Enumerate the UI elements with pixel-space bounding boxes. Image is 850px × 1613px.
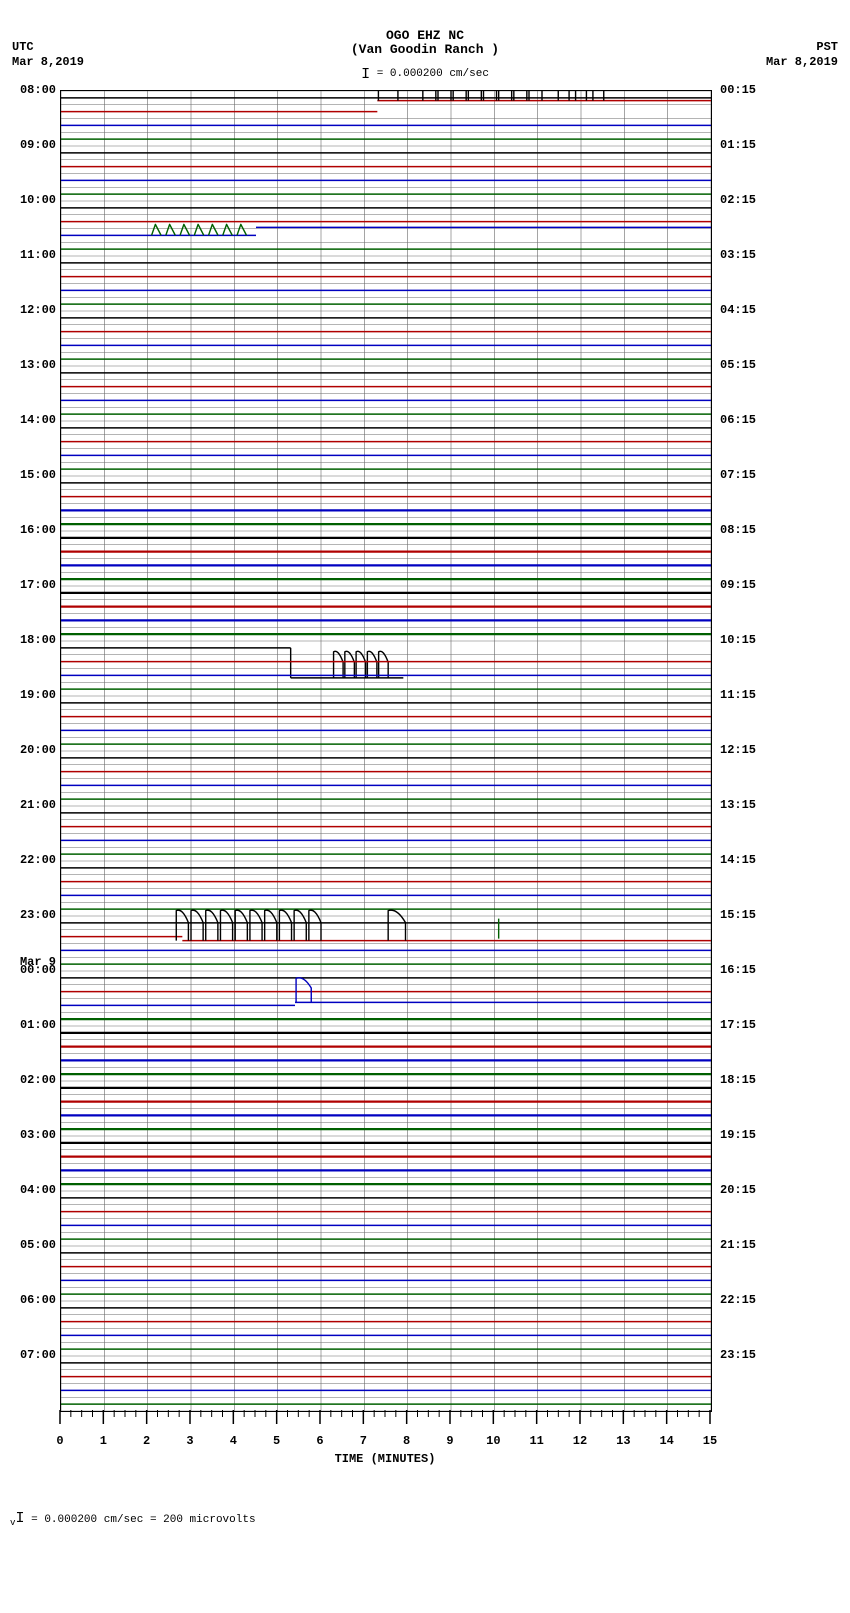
- left-time-label: 06:00: [6, 1293, 56, 1307]
- left-time-label: 09:00: [6, 138, 56, 152]
- x-axis-label: TIME (MINUTES): [60, 1452, 710, 1466]
- left-time-label: 18:00: [6, 633, 56, 647]
- left-time-label: 08:00: [6, 83, 56, 97]
- right-time-label: 16:15: [720, 963, 756, 977]
- header: OGO EHZ NC (Van Goodin Ranch ) I = 0.000…: [0, 0, 850, 80]
- helicorder-plot: [60, 90, 712, 1412]
- x-tick-label: 1: [100, 1434, 107, 1448]
- left-time-label: 22:00: [6, 853, 56, 867]
- plot-svg: [61, 91, 711, 1411]
- date-left: Mar 8,2019: [12, 55, 84, 69]
- left-time-label: 14:00: [6, 413, 56, 427]
- left-time-label: 00:00: [6, 963, 56, 977]
- right-time-label: 17:15: [720, 1018, 756, 1032]
- x-tick-marks: [58, 1410, 712, 1434]
- x-tick-label: 0: [56, 1434, 63, 1448]
- x-tick-label: 4: [230, 1434, 237, 1448]
- left-time-label: 01:00: [6, 1018, 56, 1032]
- x-tick-label: 10: [486, 1434, 500, 1448]
- right-time-label: 01:15: [720, 138, 756, 152]
- right-time-label: 07:15: [720, 468, 756, 482]
- left-time-label: 04:00: [6, 1183, 56, 1197]
- right-time-label: 05:15: [720, 358, 756, 372]
- left-time-label: 21:00: [6, 798, 56, 812]
- left-time-label: 17:00: [6, 578, 56, 592]
- right-time-label: 14:15: [720, 853, 756, 867]
- x-tick-label: 5: [273, 1434, 280, 1448]
- right-time-axis: 00:1501:1502:1503:1504:1505:1506:1507:15…: [716, 90, 776, 1410]
- left-time-label: 23:00: [6, 908, 56, 922]
- x-tick-label: 11: [529, 1434, 543, 1448]
- footer-scale: vI = 0.000200 cm/sec = 200 microvolts: [10, 1510, 256, 1528]
- right-time-label: 21:15: [720, 1238, 756, 1252]
- date-right: Mar 8,2019: [766, 55, 838, 69]
- x-axis: 0123456789101112131415 TIME (MINUTES): [60, 1410, 710, 1470]
- left-time-label: 12:00: [6, 303, 56, 317]
- x-tick-label: 8: [403, 1434, 410, 1448]
- seismogram-container: OGO EHZ NC (Van Goodin Ranch ) I = 0.000…: [0, 0, 850, 1613]
- right-time-label: 03:15: [720, 248, 756, 262]
- left-time-axis: 08:0009:0010:0011:0012:0013:0014:0015:00…: [6, 90, 60, 1410]
- right-time-label: 02:15: [720, 193, 756, 207]
- tz-left: UTC: [12, 40, 34, 54]
- right-time-label: 09:15: [720, 578, 756, 592]
- tz-right: PST: [816, 40, 838, 54]
- right-time-label: 18:15: [720, 1073, 756, 1087]
- scale-bar-label: I = 0.000200 cm/sec: [0, 64, 850, 81]
- station-code: OGO EHZ NC: [0, 28, 850, 43]
- x-tick-label: 13: [616, 1434, 630, 1448]
- right-time-label: 08:15: [720, 523, 756, 537]
- right-time-label: 13:15: [720, 798, 756, 812]
- left-time-label: 07:00: [6, 1348, 56, 1362]
- right-time-label: 11:15: [720, 688, 756, 702]
- x-tick-label: 14: [659, 1434, 673, 1448]
- left-time-label: 05:00: [6, 1238, 56, 1252]
- left-time-label: 15:00: [6, 468, 56, 482]
- x-tick-label: 6: [316, 1434, 323, 1448]
- x-tick-label: 9: [446, 1434, 453, 1448]
- x-tick-label: 12: [573, 1434, 587, 1448]
- right-time-label: 06:15: [720, 413, 756, 427]
- right-time-label: 00:15: [720, 83, 756, 97]
- right-time-label: 20:15: [720, 1183, 756, 1197]
- left-time-label: 03:00: [6, 1128, 56, 1142]
- right-time-label: 22:15: [720, 1293, 756, 1307]
- right-time-label: 10:15: [720, 633, 756, 647]
- right-time-label: 15:15: [720, 908, 756, 922]
- x-tick-label: 15: [703, 1434, 717, 1448]
- left-time-label: 16:00: [6, 523, 56, 537]
- left-time-label: 10:00: [6, 193, 56, 207]
- left-time-label: 19:00: [6, 688, 56, 702]
- right-time-label: 23:15: [720, 1348, 756, 1362]
- left-time-label: 20:00: [6, 743, 56, 757]
- left-time-label: 11:00: [6, 248, 56, 262]
- x-tick-label: 7: [360, 1434, 367, 1448]
- x-tick-label: 3: [186, 1434, 193, 1448]
- right-time-label: 04:15: [720, 303, 756, 317]
- right-time-label: 12:15: [720, 743, 756, 757]
- right-time-label: 19:15: [720, 1128, 756, 1142]
- left-time-label: 13:00: [6, 358, 56, 372]
- x-tick-label: 2: [143, 1434, 150, 1448]
- station-location: (Van Goodin Ranch ): [0, 42, 850, 57]
- left-time-label: 02:00: [6, 1073, 56, 1087]
